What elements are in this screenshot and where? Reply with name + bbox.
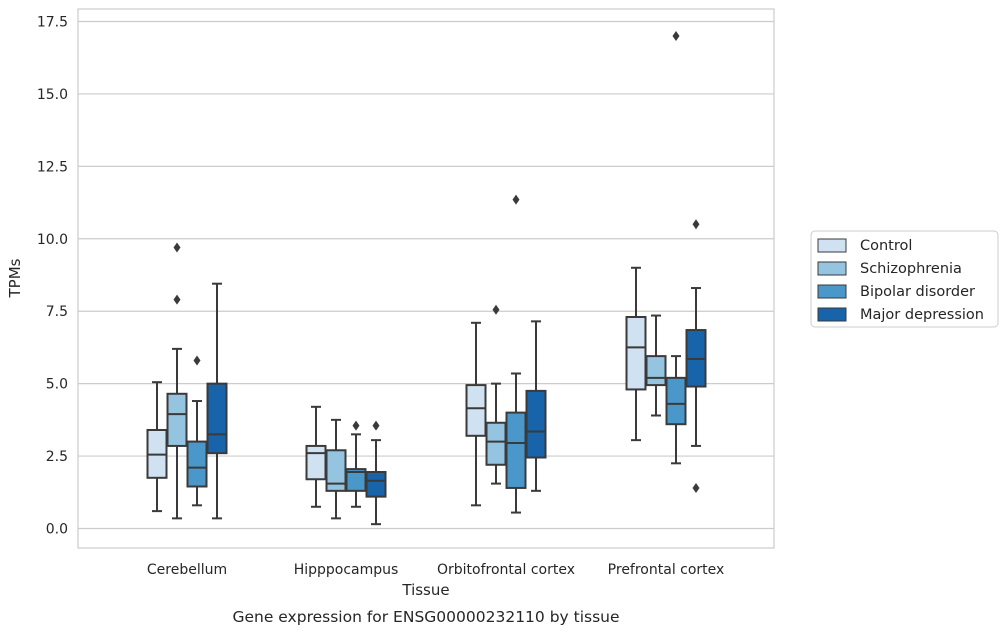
outlier-point [173,294,181,305]
x-tick-label: Cerebellum [147,562,227,578]
box-body [325,449,347,492]
x-axis-title: Tissue [401,581,449,599]
legend-swatch [817,261,847,276]
box-body [365,471,387,498]
box-major-depression [685,219,707,493]
y-tick-label: 10.0 [37,232,68,248]
box-body [505,411,527,489]
box-body [625,316,647,391]
box-control [146,381,168,513]
box-body [665,376,687,426]
y-tick-label: 15.0 [37,87,68,103]
outlier-point [492,304,500,315]
legend-frame [810,230,999,328]
plot-frame [77,8,775,549]
box-major-depression [206,282,228,520]
y-tick-label: 0.0 [46,522,68,538]
box-body [186,440,208,488]
box-control [465,321,487,507]
box-bipolar-disorder [665,30,687,465]
legend-swatch [817,284,847,299]
box-body [465,384,487,437]
legend-label: Major depression [860,307,984,323]
box-major-depression [365,420,387,526]
box-bipolar-disorder [505,194,527,514]
box-schizophrenia [166,242,188,520]
outlier-point [672,30,680,41]
box-body [485,421,507,466]
y-tick-label: 12.5 [37,159,68,175]
y-tick-label: 2.5 [46,449,68,465]
outlier-point [372,420,380,431]
legend: Control Schizophrenia Bipolar disorder Majo… [810,230,999,328]
box-control [625,266,647,442]
x-tick-label: Prefrontal cortex [608,562,725,578]
box-bipolar-disorder [345,420,367,508]
y-tick-label: 17.5 [37,15,68,31]
box-body [525,389,547,459]
box-body [166,392,188,447]
outlier-point [692,219,700,230]
legend-swatch [817,238,847,253]
grid-lines [78,20,774,530]
outlier-point [352,420,360,431]
outlier-point [193,355,201,366]
x-tick-label: Hipppocampus [294,562,399,578]
box-body [645,355,667,387]
y-tick-labels: 0.0 2.5 5.0 7.5 10.0 12.5 15.0 17.5 [37,15,68,538]
y-tick-label: 7.5 [46,304,68,320]
x-tick-labels: Cerebellum Hipppocampus Orbitofrontal cort… [147,562,724,578]
box-control [305,405,327,508]
box-body [206,382,228,455]
box-body [305,444,327,481]
chart-caption: Gene expression for ENSG00000232110 by t… [232,608,619,626]
box-schizophrenia [645,314,667,417]
legend-label: Control [860,238,912,254]
box-schizophrenia [485,304,507,485]
y-tick-label: 5.0 [46,377,68,393]
outlier-point [173,242,181,253]
box-schizophrenia [325,418,347,520]
box-bipolar-disorder [186,355,208,507]
outlier-point [692,482,700,493]
legend-label: Schizophrenia [860,261,962,277]
legend-label: Bipolar disorder [860,284,975,300]
y-axis-title: TPMs [6,258,24,298]
box-plot-series [146,30,707,526]
x-tick-label: Orbitofrontal cortex [437,562,575,578]
box-major-depression [525,320,547,492]
outlier-point [512,194,520,205]
legend-swatch [817,307,847,322]
